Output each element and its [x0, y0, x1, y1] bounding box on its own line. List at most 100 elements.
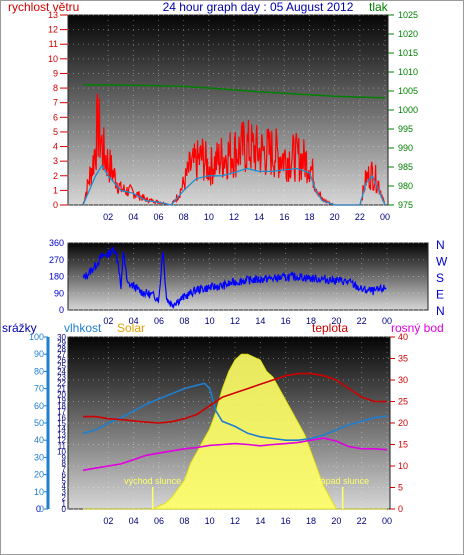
solar-tick-label: 8	[62, 459, 67, 468]
pressure-tick-label: 1005	[398, 86, 418, 96]
solar-tick-label: 2	[62, 494, 67, 503]
wind-speed-tick-label: 9	[53, 68, 58, 78]
solar-tick-label: 28	[57, 344, 66, 353]
chart-title: 24 hour graph day : 05 August 2012	[163, 0, 354, 14]
wind-speed-tick-label: 10	[48, 54, 58, 64]
pressure-tick-label: 990	[398, 143, 413, 153]
wind-speed-tick-label: 1	[53, 185, 58, 195]
temperature-ticks: 0 5 10 15 20 25 30 35 40	[390, 332, 408, 514]
solar-tick-label: 15	[57, 419, 66, 428]
temperature-tick-label: 0	[398, 504, 403, 514]
solar-axis-label: Solar	[117, 321, 145, 335]
time-tick-label: 04	[129, 316, 139, 326]
time-tick-label: 10	[204, 212, 214, 222]
solar-tick-label: 3	[62, 488, 67, 497]
time-tick-label: 18	[306, 516, 316, 526]
sunrise-label: východ slunce	[124, 476, 181, 486]
pressure-tick-label: 1015	[398, 48, 418, 58]
temperature-tick-label: 15	[398, 440, 408, 450]
solar-tick-label: 17	[57, 408, 66, 417]
solar-tick-label: 14	[57, 425, 66, 434]
time-ticks-temperature: 02 04 06 08 10 12 14 16 18 20 22 00	[103, 516, 392, 526]
wind-speed-tick-label: 8	[53, 83, 58, 93]
humidity-tick-label: 30	[34, 452, 44, 462]
time-tick-label: 02	[103, 316, 113, 326]
direction-series	[82, 246, 387, 310]
solar-tick-label: 27	[57, 350, 66, 359]
solar-tick-label: 24	[57, 367, 66, 376]
solar-tick-label: 25	[57, 362, 66, 371]
solar-tick-label: 1	[62, 499, 67, 508]
wind-speed-tick-label: 5	[53, 127, 58, 137]
compass-label: N	[436, 304, 445, 318]
wind-speed-tick-label: 0	[53, 200, 58, 210]
temperature-tick-label: 35	[398, 354, 408, 364]
temperature-tick-label: 30	[398, 375, 408, 385]
temperature-axis-label: teplota	[312, 321, 348, 335]
solar-tick-label: 18	[57, 402, 66, 411]
humidity-tick-label: 100	[29, 332, 44, 342]
solar-tick-label: 0	[62, 505, 67, 514]
time-ticks-wind: 02 04 06 08 10 12 14 16 18 20 22 00	[103, 212, 390, 222]
humidity-tick-label: 90	[34, 349, 44, 359]
pressure-tick-label: 975	[398, 200, 413, 210]
time-tick-label: 16	[281, 316, 291, 326]
sunset-label: západ slunce	[316, 476, 369, 486]
time-tick-label: 06	[154, 316, 164, 326]
pressure-tick-label: 995	[398, 124, 413, 134]
time-tick-label: 06	[153, 212, 163, 222]
time-tick-label: 18	[306, 316, 316, 326]
wind-speed-tick-label: 12	[48, 25, 58, 35]
direction-tick-label: 180	[49, 272, 64, 282]
temperature-tick-label: 25	[398, 397, 408, 407]
time-ticks-direction: 02 04 06 08 10 12 14 16 18 20 22 00	[103, 316, 392, 326]
time-tick-label: 16	[281, 516, 291, 526]
wind-speed-axis-label: rychlost větru	[8, 0, 79, 14]
time-tick-label: 22	[355, 212, 365, 222]
time-tick-label: 22	[357, 316, 367, 326]
humidity-tick-label: 50	[34, 418, 44, 428]
pressure-tick-label: 1000	[398, 105, 418, 115]
temperature-series	[82, 353, 388, 510]
pressure-axis-label: tlak	[369, 0, 389, 14]
solar-tick-label: 5	[62, 476, 67, 485]
solar-tick-label: 26	[57, 356, 66, 365]
humidity-tick-label: 20	[34, 470, 44, 480]
humidity-tick-label: 0	[39, 504, 44, 514]
dewpoint-axis-label: rosný bod	[391, 321, 444, 335]
compass-label: E	[436, 288, 444, 302]
time-tick-label: 20	[331, 516, 341, 526]
wind-avg-line	[82, 164, 386, 206]
solar-tick-label: 29	[57, 339, 66, 348]
direction-ticks: 0 90 180 270 360	[49, 238, 64, 315]
wind-speed-tick-label: 11	[49, 39, 58, 49]
dewpoint-line	[82, 437, 388, 472]
solar-tick-label: 11	[58, 442, 67, 451]
humidity-line	[82, 382, 388, 441]
solar-tick-label: 4	[62, 482, 67, 491]
time-tick-label: 12	[230, 316, 240, 326]
solar-tick-label: 23	[57, 373, 66, 382]
rain-axis-label: srážky	[2, 321, 37, 335]
time-tick-label: 02	[103, 212, 113, 222]
time-tick-label: 10	[205, 316, 215, 326]
time-tick-label: 20	[331, 316, 341, 326]
time-tick-label: 00	[380, 212, 390, 222]
time-tick-label: 12	[230, 516, 240, 526]
temperature-tick-label: 40	[398, 332, 408, 342]
solar-tick-label: 9	[62, 453, 67, 462]
humidity-ticks: 0 10 20 30 40 50 60 70 80 90 100	[29, 332, 44, 514]
solar-tick-label: 21	[57, 385, 66, 394]
temperature-tick-label: 5	[398, 483, 403, 493]
humidity-tick-label: 40	[34, 435, 44, 445]
solar-tick-label: 19	[57, 396, 66, 405]
rain-ticks: 0	[36, 336, 50, 514]
time-tick-label: 08	[179, 316, 189, 326]
time-tick-label: 22	[357, 516, 367, 526]
time-tick-label: 14	[254, 212, 264, 222]
solar-tick-label: 20	[57, 390, 66, 399]
humidity-tick-label: 10	[34, 487, 44, 497]
solar-tick-label: 13	[57, 430, 66, 439]
